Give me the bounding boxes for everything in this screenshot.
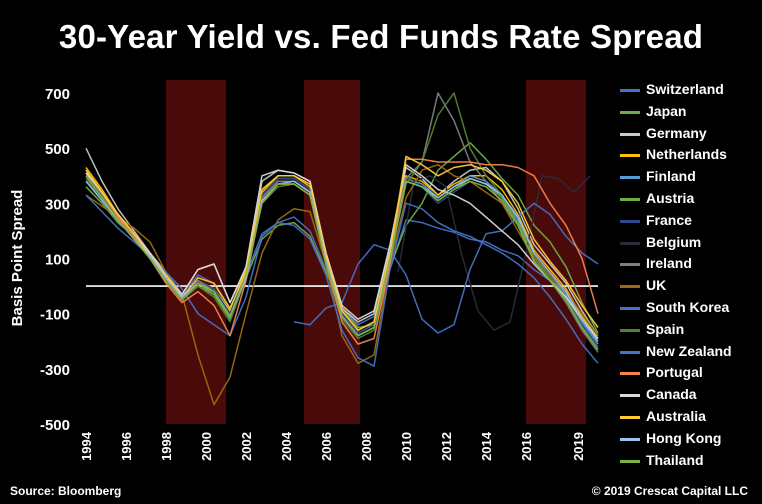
legend-swatch (620, 437, 640, 441)
x-tick-label: 2010 (399, 432, 414, 461)
series-line-australia (85, 155, 599, 331)
legend-item: Portugal (620, 363, 760, 383)
series-line-portugal (85, 158, 599, 345)
y-tick-label: 100 (45, 252, 70, 269)
legend-swatch (620, 110, 640, 114)
legend-label: Finland (646, 168, 696, 185)
legend-swatch (620, 285, 640, 289)
legend-label: Austria (646, 190, 695, 206)
legend-swatch (620, 219, 640, 223)
legend-item: Austria (620, 189, 760, 209)
y-tick-label: 300 (45, 196, 70, 213)
legend-item: UK (620, 276, 760, 296)
legend-label: Hong Kong (646, 429, 722, 446)
legend-label: Belgium (646, 233, 702, 250)
legend-label: South Korea (646, 299, 730, 315)
y-axis-ticks: 700 500 300 100 -100 -300 -500 (40, 86, 70, 434)
y-axis-label: Basis Point Spread (9, 190, 26, 327)
series-line-south-korea (293, 202, 599, 334)
series-line-new-zealand (85, 194, 599, 367)
legend-item: Canada (620, 385, 760, 405)
legend-swatch (620, 459, 640, 463)
series-line-thailand (85, 175, 599, 350)
legend-label: Portugal (646, 364, 703, 381)
legend-swatch (620, 89, 640, 92)
legend-item: Hong Kong (620, 429, 760, 449)
x-axis-ticks: 1994 1996 1998 2000 2002 2004 2006 2008 2010 2012… (79, 431, 586, 461)
recession-band-0 (166, 80, 226, 424)
legend-item: Japan (620, 102, 760, 122)
y-tick-label: -100 (40, 307, 70, 324)
legend-swatch (620, 307, 640, 310)
legend-swatch (620, 241, 640, 245)
y-tick-label: 700 (45, 86, 70, 103)
legend-item: Germany (620, 124, 760, 144)
legend-swatch (620, 176, 640, 180)
legend-label: Netherlands (646, 146, 727, 163)
legend-label: Germany (646, 124, 707, 141)
legend-swatch (620, 416, 640, 419)
legend-item: Ireland (620, 254, 760, 274)
x-tick-label: 1998 (159, 432, 174, 461)
x-tick-label: 2019 (571, 432, 586, 461)
legend-item: New Zealand (620, 342, 760, 362)
legend-label: Spain (646, 320, 685, 337)
chart-title: 30-Year Yield vs. Fed Funds Rate Spread (58, 18, 704, 55)
legend-swatch (620, 263, 640, 267)
x-tick-label: 2016 (519, 432, 534, 461)
legend-label: Canada (646, 386, 697, 403)
x-tick-label: 1996 (119, 432, 134, 461)
legend-item: Thailand (620, 451, 760, 471)
x-tick-label: 2000 (199, 432, 214, 461)
x-tick-label: 2002 (239, 432, 254, 461)
legend-label: France (646, 211, 692, 228)
series-lines (85, 92, 599, 406)
legend-item: Netherlands (620, 145, 760, 165)
y-tick-label: -500 (40, 417, 70, 434)
legend-swatch (620, 350, 640, 354)
x-tick-label: 2008 (359, 432, 374, 461)
legend-swatch (620, 154, 640, 158)
legend-swatch (620, 328, 640, 332)
legend-item: Belgium (620, 233, 760, 253)
legend-item: Switzerland (620, 80, 760, 100)
legend-item: France (620, 211, 760, 231)
x-tick-label: 2004 (279, 431, 294, 461)
x-tick-label: 1994 (79, 431, 94, 461)
legend-label: Switzerland (646, 81, 724, 97)
legend-label: New Zealand (646, 342, 732, 359)
legend-item: Australia (620, 407, 760, 427)
legend-label: Thailand (646, 451, 704, 468)
x-tick-label: 2014 (479, 431, 494, 461)
legend-swatch (620, 198, 640, 201)
y-tick-label: 500 (45, 141, 70, 158)
legend-swatch (620, 132, 640, 136)
recession-band-1 (304, 80, 360, 424)
series-line-belgium (397, 175, 591, 331)
legend-swatch (620, 372, 640, 376)
legend-item: Spain (620, 320, 760, 340)
legend-swatch (620, 394, 640, 398)
copyright-note: © 2019 Crescat Capital LLC (591, 484, 748, 498)
legend-label: Ireland (646, 255, 692, 272)
legend-label: Japan (646, 102, 687, 119)
recession-bands (166, 80, 586, 424)
x-tick-label: 2006 (319, 432, 334, 461)
source-note: Source: Bloomberg (10, 484, 122, 498)
y-tick-label: -300 (40, 362, 70, 379)
legend-label: UK (646, 277, 667, 294)
x-tick-label: 2012 (439, 432, 454, 461)
legend-label: Australia (646, 408, 706, 424)
legend-item: South Korea (620, 298, 760, 318)
legend-item: Finland (620, 167, 760, 187)
